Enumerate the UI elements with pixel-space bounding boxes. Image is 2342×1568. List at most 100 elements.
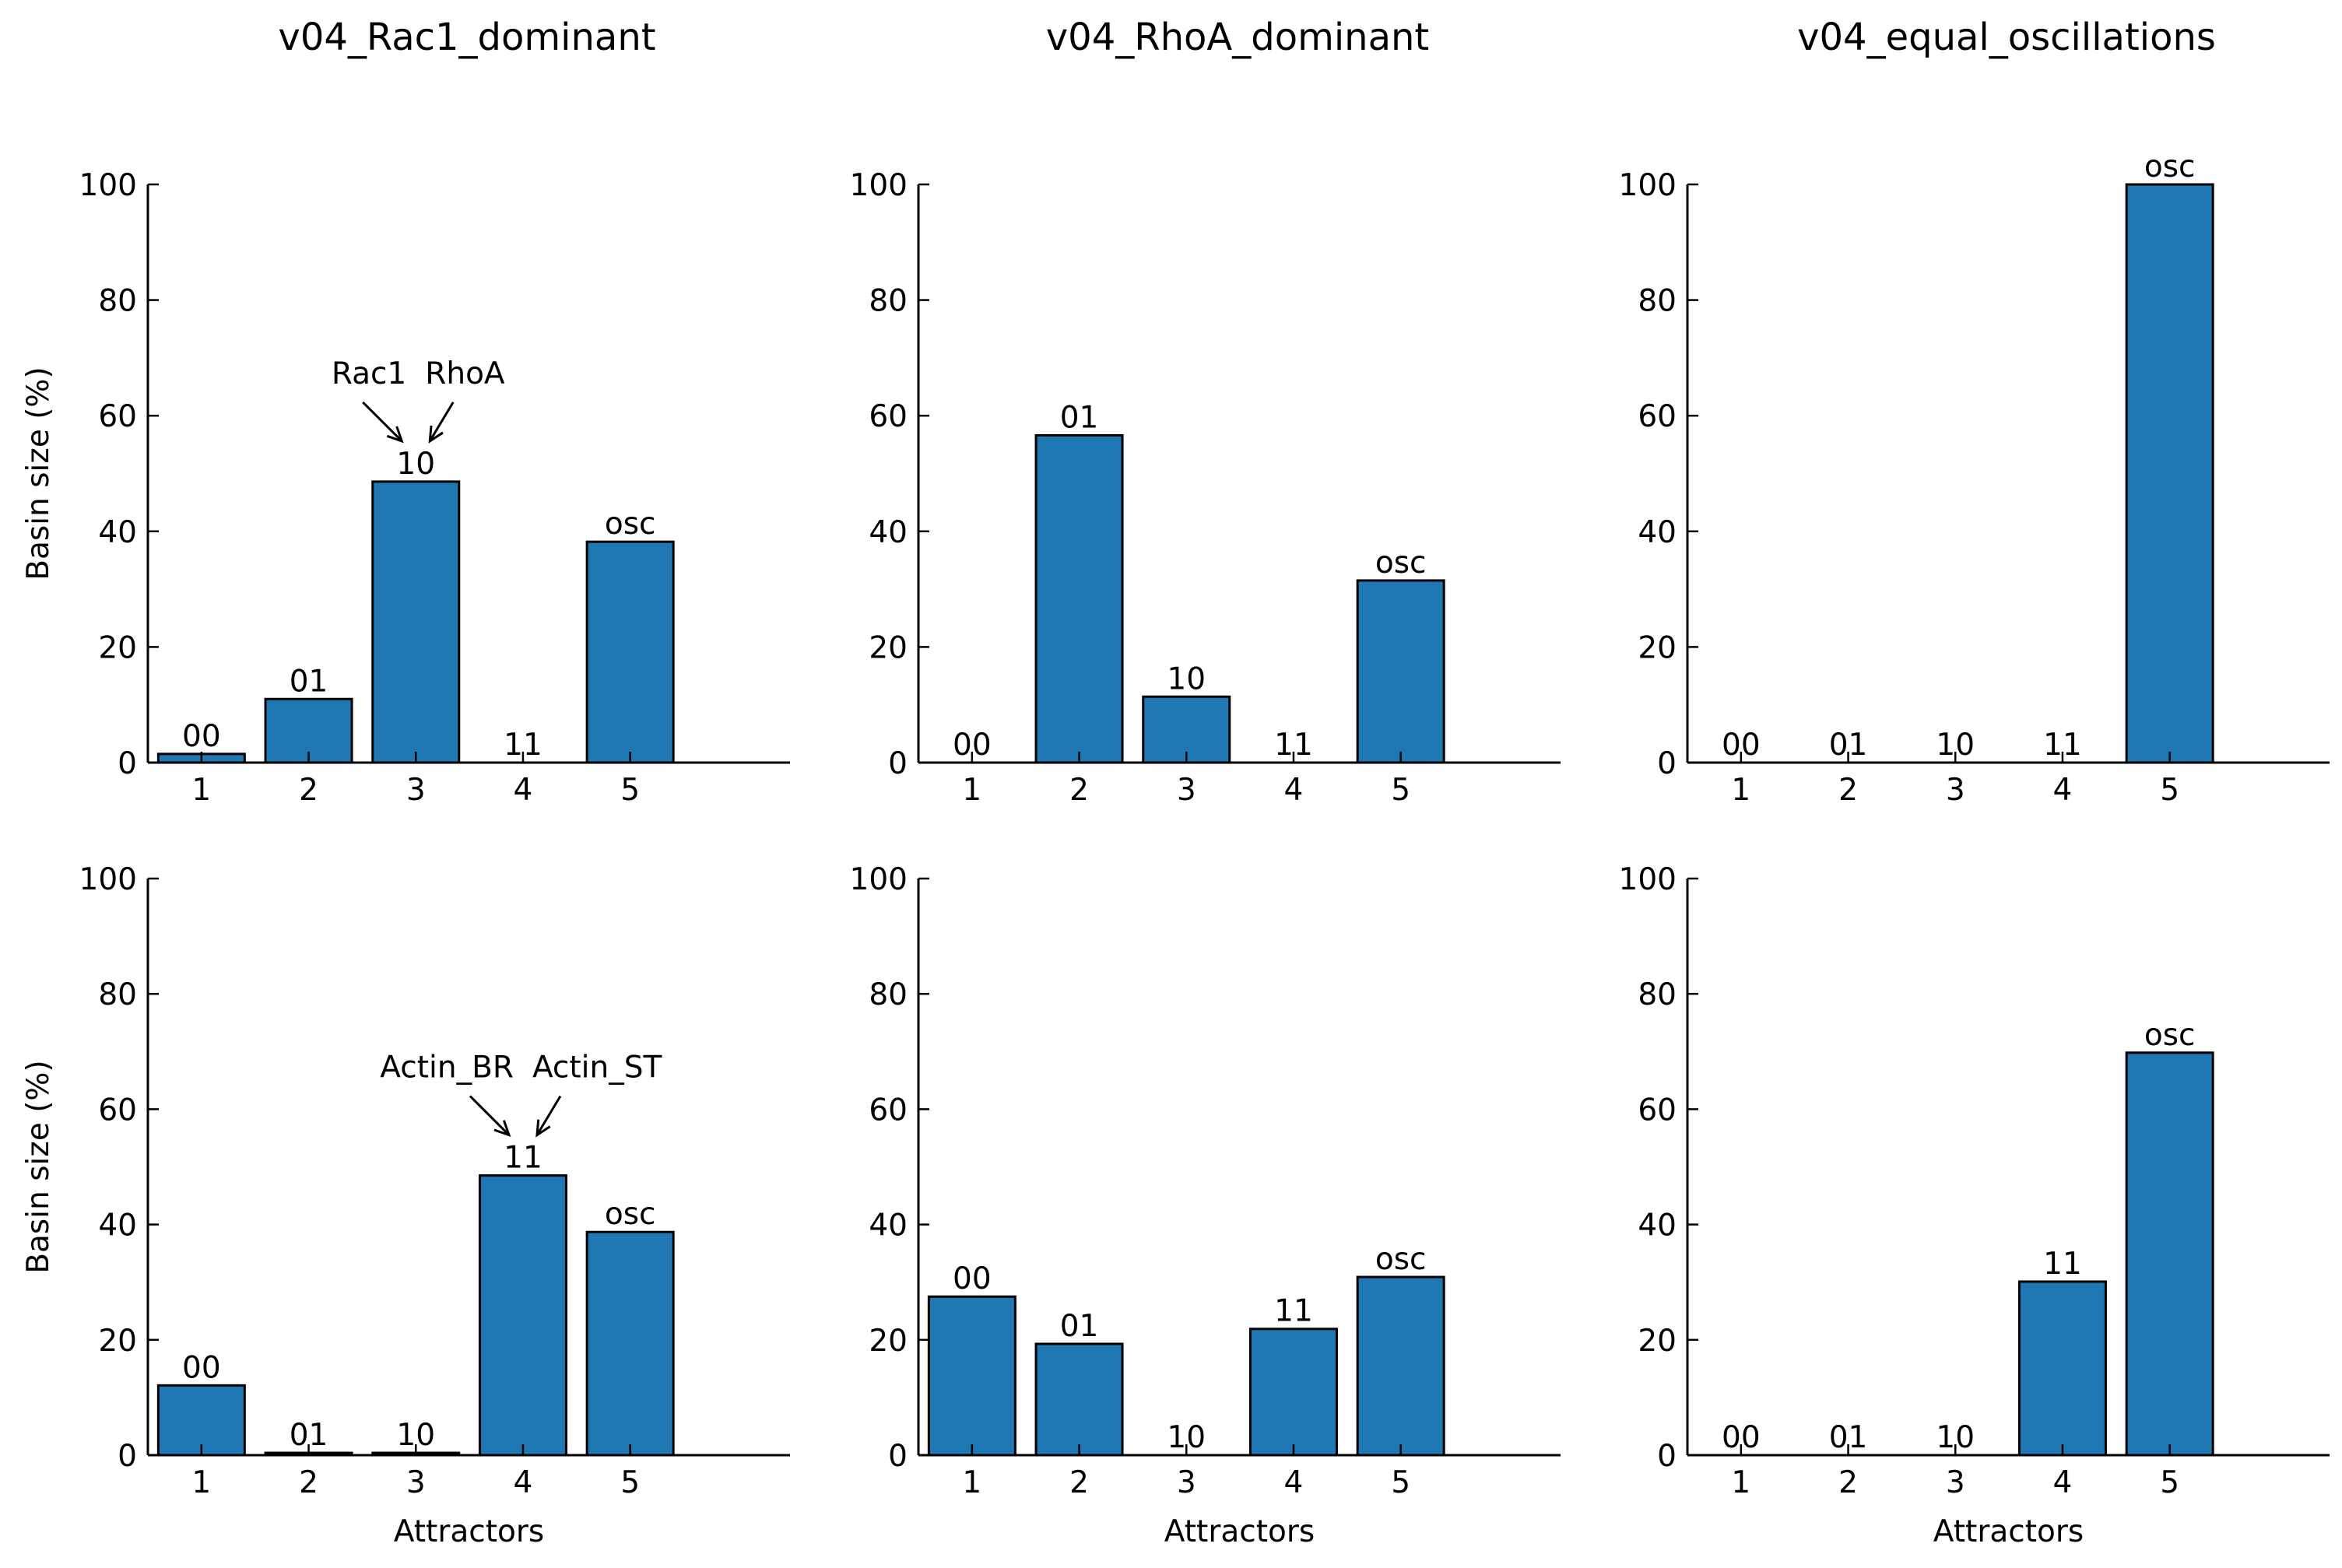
y-axis-label: Basin size (%): [21, 1060, 56, 1273]
bar[interactable]: [2017, 1280, 2107, 1457]
y-tick-label: 100: [79, 168, 137, 203]
x-tick-label: 5: [1391, 1465, 1410, 1500]
bar-label: 10: [1936, 728, 1975, 763]
y-axis-label: Basin size (%): [21, 367, 56, 580]
y-tick-label: 0: [118, 1439, 137, 1474]
column-title-2: v04_RhoA_dominant: [1046, 16, 1429, 59]
x-tick-label: 4: [1284, 1465, 1304, 1500]
column-title-3: v04_equal_oscillations: [1797, 16, 2216, 59]
y-tick-label: 60: [98, 1093, 137, 1128]
y-tick-label: 20: [1638, 630, 1677, 665]
x-tick-label: 2: [1838, 1465, 1858, 1500]
x-tick-label: 2: [1069, 773, 1089, 808]
annotation-arrow: [535, 1095, 562, 1136]
bar-label: 01: [290, 1418, 328, 1453]
x-tick-label: 4: [2053, 1465, 2073, 1500]
annotation-label: RhoA: [425, 356, 505, 391]
bar[interactable]: [1034, 433, 1124, 764]
x-tick-label: 1: [191, 773, 211, 808]
y-tick-label: 100: [850, 168, 908, 203]
bar-label: 00: [953, 728, 992, 763]
x-tick-label: 1: [191, 1465, 211, 1500]
bar[interactable]: [1356, 579, 1445, 764]
y-tick-label: 40: [869, 515, 908, 550]
bar[interactable]: [585, 1230, 675, 1457]
y-tick-label: 20: [869, 1324, 908, 1359]
bar[interactable]: [927, 1295, 1017, 1457]
annotation-label: Actin_BR: [380, 1051, 514, 1086]
bar-label: 11: [504, 1141, 542, 1176]
x-tick-label: 3: [1177, 773, 1196, 808]
bar[interactable]: [1248, 1328, 1338, 1457]
bar-label: 01: [1829, 1420, 1868, 1455]
bar-label: osc: [2144, 149, 2196, 184]
x-tick-label: 4: [514, 773, 533, 808]
bar-label: 00: [182, 1350, 221, 1385]
bar-label: 00: [953, 1261, 992, 1296]
bar-label: 11: [2043, 728, 2082, 763]
y-tick-label: 100: [1619, 862, 1677, 897]
bar[interactable]: [478, 1174, 567, 1457]
x-tick-label: 1: [962, 773, 981, 808]
bar[interactable]: [371, 480, 461, 764]
y-tick-label: 0: [1657, 1439, 1677, 1474]
bar-label: 11: [2043, 1247, 2082, 1282]
bar-label: 01: [1829, 728, 1868, 763]
bar-label: 10: [396, 447, 435, 482]
y-tick-label: 0: [888, 746, 908, 781]
y-tick-label: 40: [1638, 515, 1677, 550]
y-tick-label: 60: [98, 399, 137, 434]
y-tick-label: 0: [118, 746, 137, 781]
x-tick-label: 3: [406, 773, 426, 808]
y-tick-label: 40: [98, 515, 137, 550]
y-tick-label: 100: [1619, 168, 1677, 203]
y-tick-label: 60: [1638, 399, 1677, 434]
bar-label: 10: [1167, 1420, 1206, 1455]
annotation-arrow: [428, 402, 455, 442]
x-tick-label: 1: [962, 1465, 981, 1500]
x-tick-label: 5: [2160, 773, 2179, 808]
x-tick-label: 3: [1177, 1465, 1196, 1500]
y-tick-label: 100: [79, 862, 137, 897]
y-tick-label: 80: [1638, 284, 1677, 319]
bar-label: osc: [605, 1197, 656, 1232]
x-tick-label: 4: [514, 1465, 533, 1500]
annotation-arrow: [362, 401, 403, 442]
bar[interactable]: [1356, 1275, 1445, 1457]
x-tick-label: 5: [620, 1465, 640, 1500]
y-tick-label: 100: [850, 862, 908, 897]
x-axis-label: Attractors: [394, 1514, 544, 1549]
bar[interactable]: [2125, 1051, 2214, 1457]
y-tick-label: 80: [98, 977, 137, 1012]
x-axis-label: Attractors: [1933, 1514, 2084, 1549]
annotation-arrowhead: [386, 426, 404, 444]
x-tick-label: 3: [406, 1465, 426, 1500]
x-tick-label: 2: [299, 1465, 318, 1500]
x-axis-label: Attractors: [1164, 1514, 1315, 1549]
x-tick-label: 3: [1946, 773, 1965, 808]
bar-label: osc: [1375, 1242, 1427, 1277]
bar[interactable]: [1142, 695, 1231, 764]
bar-label: 00: [1722, 1420, 1761, 1455]
annotation-label: Actin_ST: [532, 1051, 662, 1086]
bar[interactable]: [1034, 1342, 1124, 1457]
bar[interactable]: [585, 540, 675, 764]
bar-label: 10: [396, 1418, 435, 1453]
y-tick-label: 40: [98, 1208, 137, 1244]
y-tick-label: 20: [98, 1324, 137, 1359]
bar[interactable]: [2125, 183, 2214, 764]
bar-label: 11: [1274, 728, 1313, 763]
bar-label: 10: [1167, 661, 1206, 696]
bar-label: 01: [290, 664, 328, 699]
bar[interactable]: [156, 1384, 246, 1457]
bar-label: osc: [2144, 1018, 2196, 1053]
y-tick-label: 0: [1657, 746, 1677, 781]
bar-label: osc: [1375, 545, 1427, 581]
y-tick-label: 20: [1638, 1324, 1677, 1359]
x-tick-label: 2: [1838, 773, 1858, 808]
y-tick-label: 80: [1638, 977, 1677, 1012]
